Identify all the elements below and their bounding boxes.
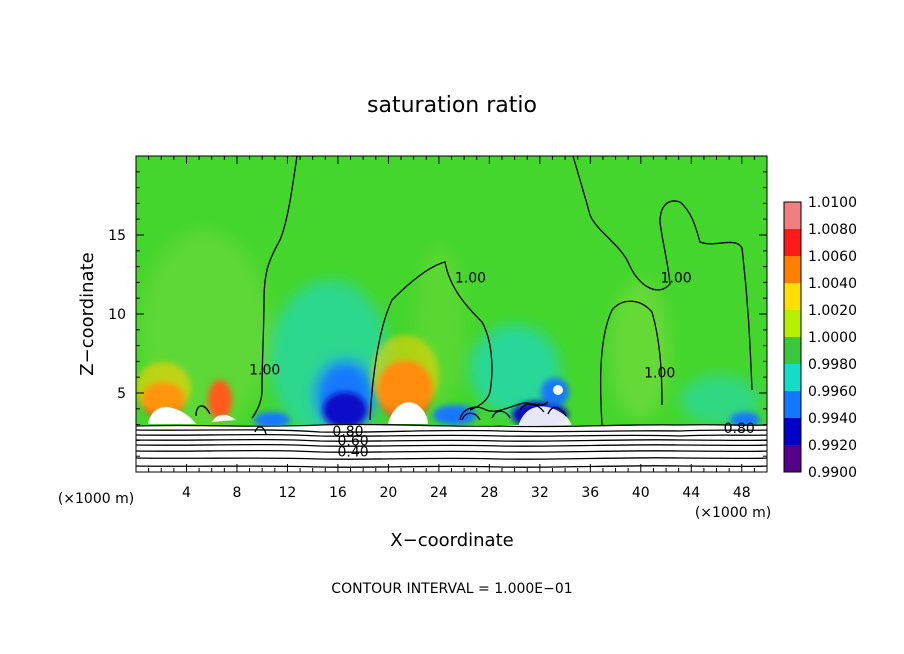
colorbar-label: 0.9980 <box>808 357 857 373</box>
colorbar-swatch <box>784 445 801 472</box>
y-axis-label: Z−coordinate <box>77 252 98 375</box>
strat-line-1 <box>136 423 767 428</box>
y-axis: 5 10 15 <box>108 171 767 457</box>
supersat-core-2 <box>136 362 191 414</box>
x-tick-label: 48 <box>733 485 751 501</box>
contour-label: 1.00 <box>249 362 280 378</box>
x-tick-label: 28 <box>480 485 498 501</box>
strat-line-5 <box>136 443 767 447</box>
subsaturated-plume-4 <box>470 325 560 415</box>
x-tick-label: 20 <box>379 485 397 501</box>
colorbar-label: 1.0020 <box>808 303 857 319</box>
contour-1.00-d <box>599 300 663 426</box>
white-core-2 <box>388 402 428 424</box>
strat-line-7 <box>136 457 767 460</box>
colorbar-swatch <box>784 337 801 364</box>
contour-label: 0.80 <box>332 424 363 440</box>
colorbar: 1.0100 1.0080 1.0060 1.0040 1.0020 1.0000 0.99… <box>783 195 857 481</box>
contour-label: 0.80 <box>724 421 755 437</box>
x-tick-label: 32 <box>531 485 549 501</box>
x-tick-label: 36 <box>581 485 599 501</box>
x-unit-right: (×1000 m) <box>695 505 771 521</box>
colorbar-frame <box>783 201 802 473</box>
strat-line-4 <box>136 438 767 442</box>
white-core-5 <box>553 385 563 395</box>
x-tick-label: 4 <box>182 485 191 501</box>
x-tick-label: 12 <box>279 485 297 501</box>
cloud-edge-contours <box>254 403 567 435</box>
colorbar-swatch <box>784 364 801 391</box>
x-axis: 4 8 12 16 20 24 28 32 36 40 44 48 <box>148 156 755 501</box>
deep-blue-core-1 <box>323 392 367 428</box>
contour-1.00-b <box>369 261 493 421</box>
y-tick-label: 5 <box>117 386 126 402</box>
stratified-contours <box>136 403 767 468</box>
contour-1.00-e <box>195 405 211 417</box>
colorbar-swatch <box>784 391 801 418</box>
colorbar-label: 0.9960 <box>808 384 857 400</box>
supersat-core-3 <box>208 380 232 420</box>
contour-1.00-c <box>572 156 753 391</box>
saturated-white-cores <box>148 385 572 430</box>
colorbar-swatch <box>784 229 801 256</box>
colorbar-swatch <box>784 283 801 310</box>
contour-1.00-a <box>251 156 298 419</box>
colorbar-swatch <box>784 256 801 283</box>
white-core-3 <box>212 414 236 422</box>
y-tick-label: 10 <box>108 307 126 323</box>
colorbar-label: 0.9920 <box>808 438 857 454</box>
white-core-4 <box>518 406 572 430</box>
colorbar-swatch <box>784 202 801 229</box>
x-unit-left: (×1000 m) <box>58 491 134 507</box>
contour-labels: 1.001.00 1.001.000.800.600.400.80 <box>249 271 755 461</box>
colorbar-label: 1.0080 <box>808 222 857 238</box>
x-tick-label: 44 <box>682 485 700 501</box>
subsaturated-plume-5 <box>610 280 670 420</box>
contour-interval-note: CONTOUR INTERVAL = 1.000E−01 <box>331 581 572 597</box>
deep-blue-core-6 <box>254 412 290 428</box>
colorbar-label: 1.0000 <box>808 330 857 346</box>
supersat-core-5 <box>371 335 439 415</box>
y-tick-label: 15 <box>108 228 126 244</box>
deep-blue-core-5 <box>730 412 760 428</box>
contour-label: 1.00 <box>661 271 692 287</box>
x-tick-label: 16 <box>329 485 347 501</box>
colorbar-label: 0.9940 <box>808 411 857 427</box>
colorbar-label: 1.0100 <box>808 195 857 211</box>
plot-area: 1.001.00 1.001.000.800.600.400.80 <box>136 156 767 472</box>
colorbar-label: 1.0060 <box>808 249 857 265</box>
contour-label: 1.00 <box>644 365 675 381</box>
colorbar-swatch <box>784 418 801 445</box>
x-axis-label: X−coordinate <box>390 530 513 551</box>
white-core-1 <box>148 406 196 424</box>
strat-line-6 <box>136 449 767 453</box>
strat-line-3 <box>136 433 767 437</box>
contour-label: 0.60 <box>337 433 368 449</box>
contour-label: 0.40 <box>337 444 368 460</box>
chart-title: saturation ratio <box>367 93 537 118</box>
colorbar-label: 0.9900 <box>808 465 857 481</box>
x-tick-label: 40 <box>632 485 650 501</box>
x-tick-label: 8 <box>232 485 241 501</box>
lower-layer <box>136 425 767 472</box>
colorbar-swatch <box>784 310 801 337</box>
x-tick-label: 24 <box>430 485 448 501</box>
contour-label: 1.00 <box>455 271 486 287</box>
colorbar-label: 1.0040 <box>808 276 857 292</box>
